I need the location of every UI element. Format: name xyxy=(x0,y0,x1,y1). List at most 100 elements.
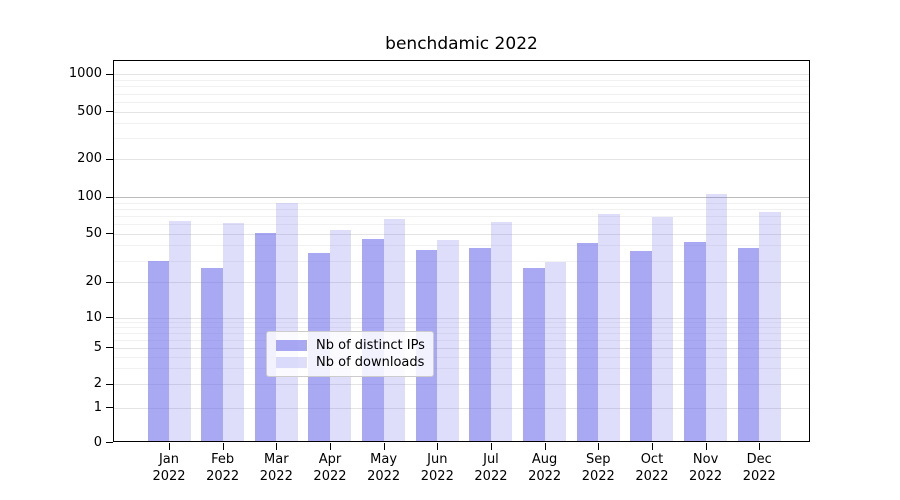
major-gridline xyxy=(114,347,809,349)
bar-downloads xyxy=(598,213,620,441)
x-axis-tick-label: Apr 2022 xyxy=(313,452,347,484)
legend-swatch-downloads xyxy=(276,357,307,368)
y-axis-tick-label: 5 xyxy=(93,339,102,355)
x-axis-tick-label: Oct 2022 xyxy=(635,452,669,484)
minor-gridline xyxy=(114,333,809,335)
legend-swatch-distinct-ips xyxy=(276,340,307,351)
y-axis-tick-label: 2 xyxy=(93,376,102,392)
x-axis-tick-label: Dec 2022 xyxy=(742,452,776,484)
minor-gridline xyxy=(114,339,809,341)
minor-gridline xyxy=(114,123,809,125)
bar-distinct-ips xyxy=(737,248,760,441)
major-gridline xyxy=(114,384,809,386)
x-axis-tick xyxy=(383,443,385,450)
bar-distinct-ips xyxy=(630,251,652,441)
legend-item-distinct-ips: Nb of distinct IPs xyxy=(276,337,433,353)
bar-downloads xyxy=(490,222,513,441)
minor-gridline xyxy=(114,245,809,247)
y-axis-tick-label: 1 xyxy=(93,399,102,415)
x-axis-tick-label: Jul 2022 xyxy=(474,452,508,484)
minor-gridline xyxy=(114,322,809,324)
bar-distinct-ips xyxy=(523,268,545,441)
minor-gridline xyxy=(114,215,809,217)
x-axis-tick xyxy=(329,443,331,450)
x-axis-tick-label: Feb 2022 xyxy=(206,452,240,484)
minor-gridline xyxy=(114,327,809,329)
bar-distinct-ips xyxy=(147,260,169,441)
minor-gridline xyxy=(114,86,809,88)
x-axis-tick-label: Jan 2022 xyxy=(152,452,186,484)
legend-label-distinct-ips: Nb of distinct IPs xyxy=(316,337,425,353)
y-axis-tick xyxy=(106,407,113,409)
x-axis-tick-label: May 2022 xyxy=(367,452,401,484)
y-axis-tick xyxy=(106,233,113,235)
y-axis-tick-label: 500 xyxy=(77,103,102,119)
major-gridline xyxy=(114,407,809,409)
chart-title: benchdamic 2022 xyxy=(385,34,538,54)
x-axis-tick xyxy=(169,443,170,450)
y-axis-tick xyxy=(106,383,113,385)
y-axis-tick xyxy=(106,317,113,319)
bar-downloads xyxy=(276,202,298,441)
x-axis-tick-label: Mar 2022 xyxy=(259,452,293,484)
x-axis-tick-label: Sep 2022 xyxy=(581,452,615,484)
x-axis-tick xyxy=(651,443,653,450)
bar-distinct-ips xyxy=(684,241,706,441)
minor-gridline xyxy=(114,208,809,210)
y-axis-tick-label: 0 xyxy=(93,434,102,450)
major-gridline xyxy=(114,159,809,161)
y-axis-tick xyxy=(106,158,113,160)
y-axis-tick xyxy=(106,281,113,283)
y-axis-tick-label: 1000 xyxy=(68,66,102,82)
minor-gridline xyxy=(114,101,809,103)
minor-gridline xyxy=(114,224,809,226)
plot-area: 0 1 2 5 10 20 50 100 200 500 1000 Jan 2022 Feb 2022 Mar… xyxy=(69,60,810,484)
bar-downloads xyxy=(222,223,245,441)
y-axis-tick xyxy=(106,196,113,198)
x-axis-tick xyxy=(544,443,546,450)
bar-distinct-ips xyxy=(201,268,223,441)
bar-distinct-ips xyxy=(576,242,599,441)
bar-downloads xyxy=(651,216,674,441)
minor-gridline xyxy=(114,202,809,204)
bar-downloads xyxy=(544,262,567,441)
y-axis-tick-label: 10 xyxy=(85,309,102,325)
y-axis-tick xyxy=(106,442,113,444)
x-axis-tick xyxy=(437,443,439,450)
x-axis-tick xyxy=(490,443,492,450)
x-axis-tick xyxy=(705,443,707,450)
legend-item-downloads: Nb of downloads xyxy=(276,354,433,370)
bar-downloads xyxy=(169,220,191,441)
minor-gridline xyxy=(114,368,809,370)
bar-downloads xyxy=(705,193,728,441)
x-axis-tick-label: Aug 2022 xyxy=(528,452,562,484)
bar-distinct-ips xyxy=(469,248,491,441)
x-axis-tick xyxy=(759,443,761,450)
bar-downloads xyxy=(437,240,459,441)
major-gridline xyxy=(114,282,809,283)
minor-gridline xyxy=(114,93,809,95)
minor-gridline xyxy=(114,138,809,140)
minor-gridline xyxy=(114,79,809,81)
major-gridline xyxy=(114,197,809,198)
y-axis-tick xyxy=(106,111,113,113)
major-gridline xyxy=(114,111,809,113)
x-axis-tick xyxy=(222,443,224,450)
y-axis-tick-label: 50 xyxy=(85,225,102,241)
x-axis-tick xyxy=(598,443,600,450)
bar-downloads xyxy=(759,212,781,441)
legend: Nb of distinct IPs Nb of downloads xyxy=(266,331,434,377)
minor-gridline xyxy=(114,356,809,358)
legend-label-downloads: Nb of downloads xyxy=(316,354,425,370)
major-gridline xyxy=(114,233,809,235)
y-axis-tick-label: 20 xyxy=(85,274,102,289)
y-axis-tick-label: 100 xyxy=(77,189,102,204)
bar-distinct-ips xyxy=(254,232,277,441)
major-gridline xyxy=(114,74,809,76)
x-axis-tick-label: Jun 2022 xyxy=(420,452,454,484)
major-gridline xyxy=(114,317,809,319)
y-axis-tick xyxy=(106,347,113,349)
y-axis-tick xyxy=(106,73,113,75)
minor-gridline xyxy=(114,260,809,262)
